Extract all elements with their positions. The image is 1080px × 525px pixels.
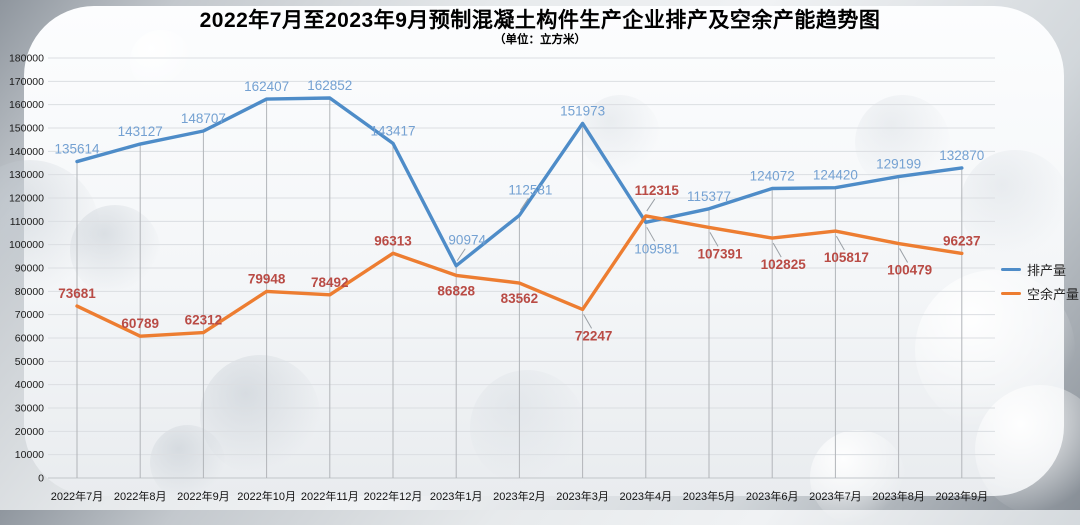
- data-point-label: 86828: [437, 283, 475, 298]
- y-tick-label: 140000: [9, 146, 44, 158]
- x-tick-label: 2023年9月: [936, 489, 989, 503]
- chart-card: [24, 6, 1064, 496]
- y-tick-label: 130000: [9, 169, 44, 181]
- data-point-label: 132870: [939, 148, 984, 163]
- y-tick-label: 90000: [15, 263, 44, 275]
- x-tick-label: 2022年10月: [237, 489, 296, 503]
- data-point-label: 115377: [687, 189, 731, 204]
- data-point-label: 107391: [697, 246, 743, 261]
- label-leader-line: [899, 248, 909, 263]
- data-point-label: 162852: [307, 78, 352, 93]
- x-tick-label: 2023年6月: [746, 489, 799, 503]
- data-point-label: 151973: [560, 103, 605, 118]
- data-point-label: 124072: [750, 168, 795, 183]
- label-leader-line: [519, 198, 529, 211]
- x-tick-label: 2023年1月: [430, 489, 483, 503]
- data-point-label: 96313: [374, 233, 412, 248]
- scheduled-series-line: [75, 96, 964, 268]
- y-tick-label: 180000: [9, 53, 44, 65]
- data-point-label: 143127: [118, 124, 163, 139]
- data-point-label: 124420: [813, 168, 858, 183]
- data-point-label: 62312: [185, 313, 223, 328]
- chart-title: 2022年7月至2023年9月预制混凝土构件生产企业排产及空余产能趋势图: [199, 9, 881, 32]
- label-leader-line: [835, 235, 845, 251]
- label-leader-line: [772, 242, 782, 258]
- y-tick-label: 110000: [10, 216, 44, 228]
- y-tick-label: 10000: [15, 449, 44, 461]
- data-point-label: 79948: [248, 271, 286, 286]
- x-tick-label: 2023年5月: [683, 489, 736, 503]
- data-point-label: 96237: [943, 233, 981, 248]
- data-point-label: 60789: [121, 316, 159, 331]
- data-point-label: 148707: [181, 111, 226, 126]
- x-tick-label: 2022年7月: [51, 489, 104, 503]
- y-tick-label: 70000: [15, 309, 44, 321]
- data-point-label: 129199: [876, 157, 921, 172]
- data-point-label: 135614: [54, 142, 100, 157]
- x-tick-label: 2022年8月: [114, 489, 167, 503]
- x-tick-label: 2022年11月: [301, 489, 359, 503]
- legend-item-spare[interactable]: 空余产量: [1001, 284, 1079, 303]
- x-tick-label: 2023年2月: [493, 489, 546, 503]
- x-tick-label: 2023年4月: [620, 489, 673, 503]
- legend-item-scheduled[interactable]: 排产量: [1001, 260, 1079, 279]
- label-leader-line: [583, 314, 593, 329]
- x-tick-label: 2023年8月: [872, 489, 925, 503]
- data-point-label: 100479: [887, 263, 932, 278]
- chart-subtitle: （单位：立方米）: [494, 34, 586, 46]
- x-tick-label: 2023年7月: [809, 489, 862, 503]
- y-tick-label: 40000: [15, 379, 44, 391]
- label-leader-line: [709, 232, 719, 247]
- data-point-label: 162407: [244, 79, 289, 94]
- data-point-label: 73681: [58, 286, 96, 301]
- x-tick-label: 2022年12月: [364, 489, 423, 503]
- data-point-label: 83562: [501, 291, 539, 306]
- data-point-label: 143417: [370, 123, 415, 138]
- y-tick-label: 30000: [15, 403, 44, 415]
- data-point-label: 72247: [575, 328, 613, 343]
- label-leader-line: [646, 227, 656, 242]
- y-tick-label: 50000: [15, 356, 44, 368]
- y-tick-label: 20000: [15, 426, 44, 438]
- data-point-label: 112581: [508, 182, 552, 197]
- y-tick-label: 100000: [9, 239, 44, 251]
- y-tick-label: 170000: [9, 76, 44, 88]
- legend-label: 空余产量: [1027, 287, 1080, 302]
- data-point-label: 105817: [824, 250, 869, 265]
- chart-legend: 排产量 空余产量: [1001, 260, 1079, 303]
- y-tick-label: 80000: [15, 286, 44, 298]
- label-leader-line: [456, 248, 466, 262]
- y-tick-label: 60000: [15, 333, 44, 345]
- data-point-label: 102825: [761, 257, 807, 272]
- x-tick-label: 2022年9月: [177, 489, 230, 503]
- data-point-label: 112315: [635, 183, 680, 198]
- spare-series-line: [75, 214, 964, 338]
- scheduled-series-swatch-icon: [1001, 268, 1021, 271]
- spare-series-swatch-icon: [1001, 292, 1021, 295]
- y-tick-label: 120000: [9, 193, 44, 205]
- data-point-label: 90974: [448, 233, 486, 248]
- chart-page: 2022年7月至2023年9月预制混凝土构件生产企业排产及空余产能趋势图 （单位…: [0, 6, 1080, 525]
- y-tick-label: 150000: [9, 123, 44, 135]
- trend-line-chart: 0 10000 20000 30000 40000 50000 60000 70000 8000…: [9, 53, 995, 503]
- data-point-label: 109581: [634, 241, 679, 256]
- y-tick-label: 0: [38, 473, 44, 485]
- y-tick-label: 160000: [9, 99, 44, 111]
- label-leader-line: [646, 198, 656, 212]
- x-tick-label: 2023年3月: [556, 489, 609, 503]
- legend-label: 排产量: [1027, 263, 1067, 278]
- data-point-label: 78492: [311, 275, 349, 290]
